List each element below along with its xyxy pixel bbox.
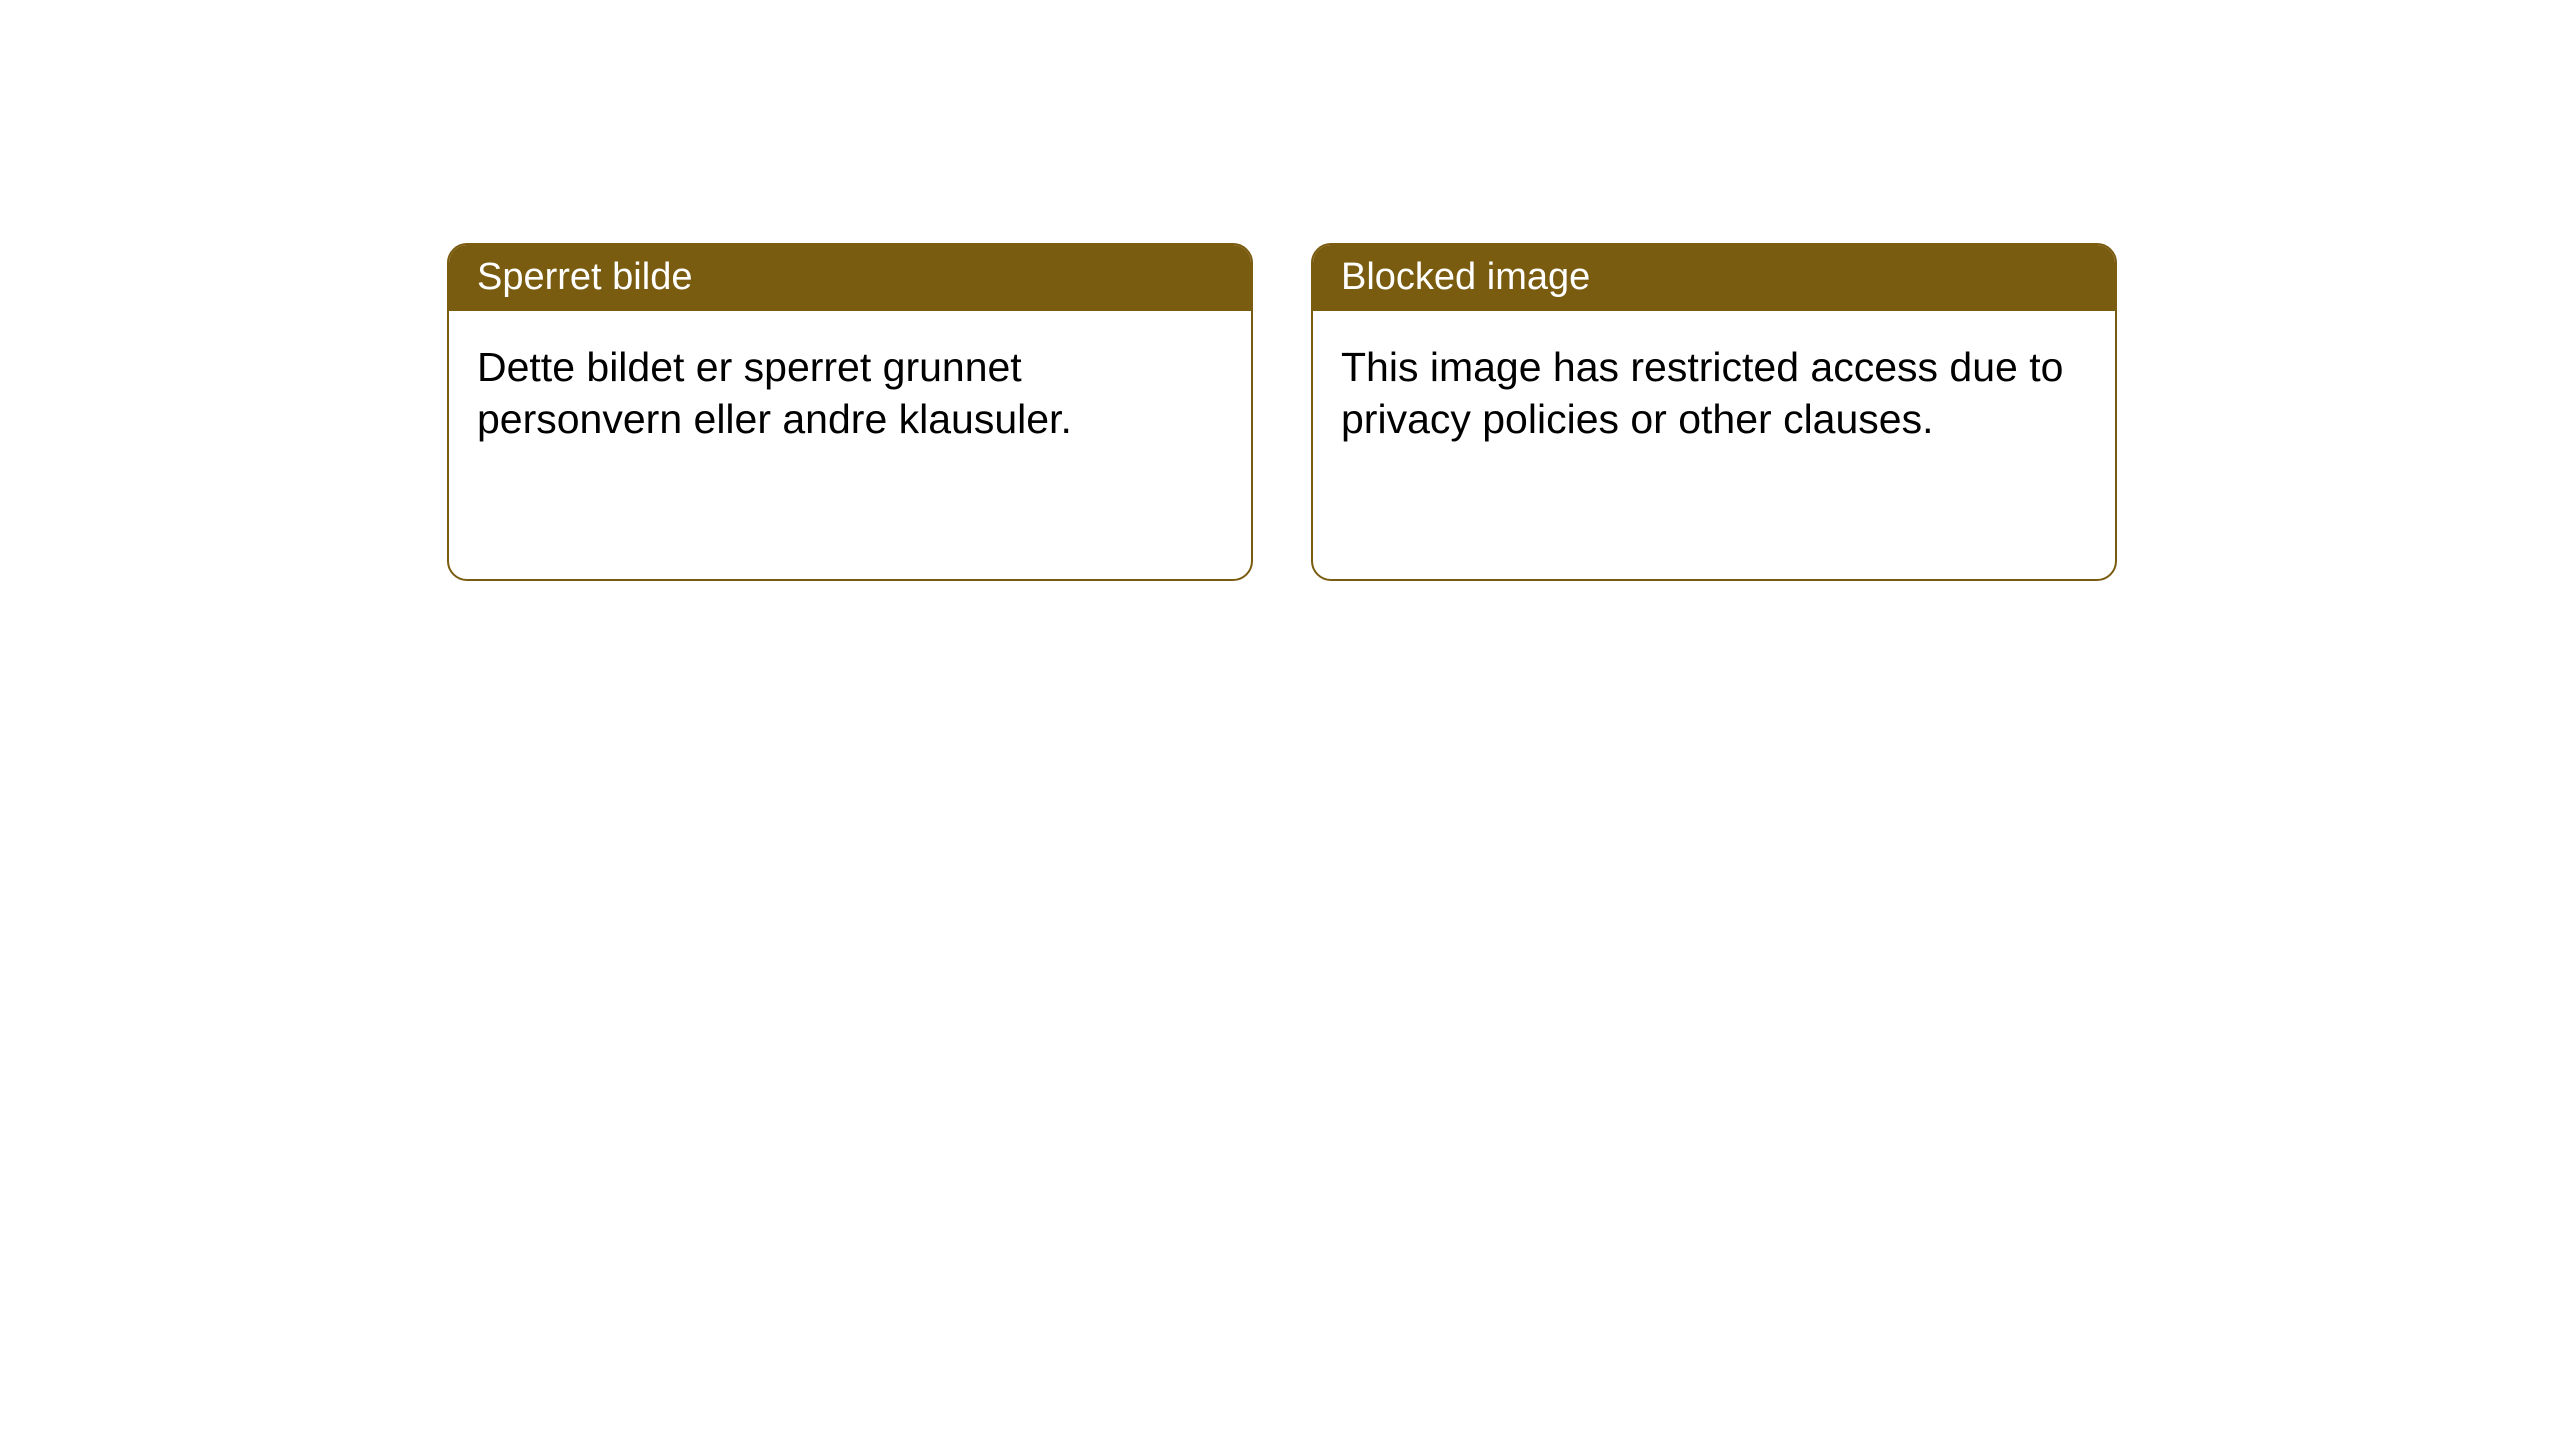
info-cards-container: Sperret bilde Dette bildet er sperret gr…	[447, 243, 2117, 581]
card-body-norwegian: Dette bildet er sperret grunnet personve…	[449, 311, 1251, 476]
card-text-english: This image has restricted access due to …	[1341, 344, 2063, 442]
info-card-english: Blocked image This image has restricted …	[1311, 243, 2117, 581]
info-card-norwegian: Sperret bilde Dette bildet er sperret gr…	[447, 243, 1253, 581]
card-text-norwegian: Dette bildet er sperret grunnet personve…	[477, 344, 1072, 442]
card-header-norwegian: Sperret bilde	[449, 245, 1251, 311]
card-header-english: Blocked image	[1313, 245, 2115, 311]
card-title-norwegian: Sperret bilde	[477, 256, 692, 298]
card-body-english: This image has restricted access due to …	[1313, 311, 2115, 476]
card-title-english: Blocked image	[1341, 256, 1590, 298]
